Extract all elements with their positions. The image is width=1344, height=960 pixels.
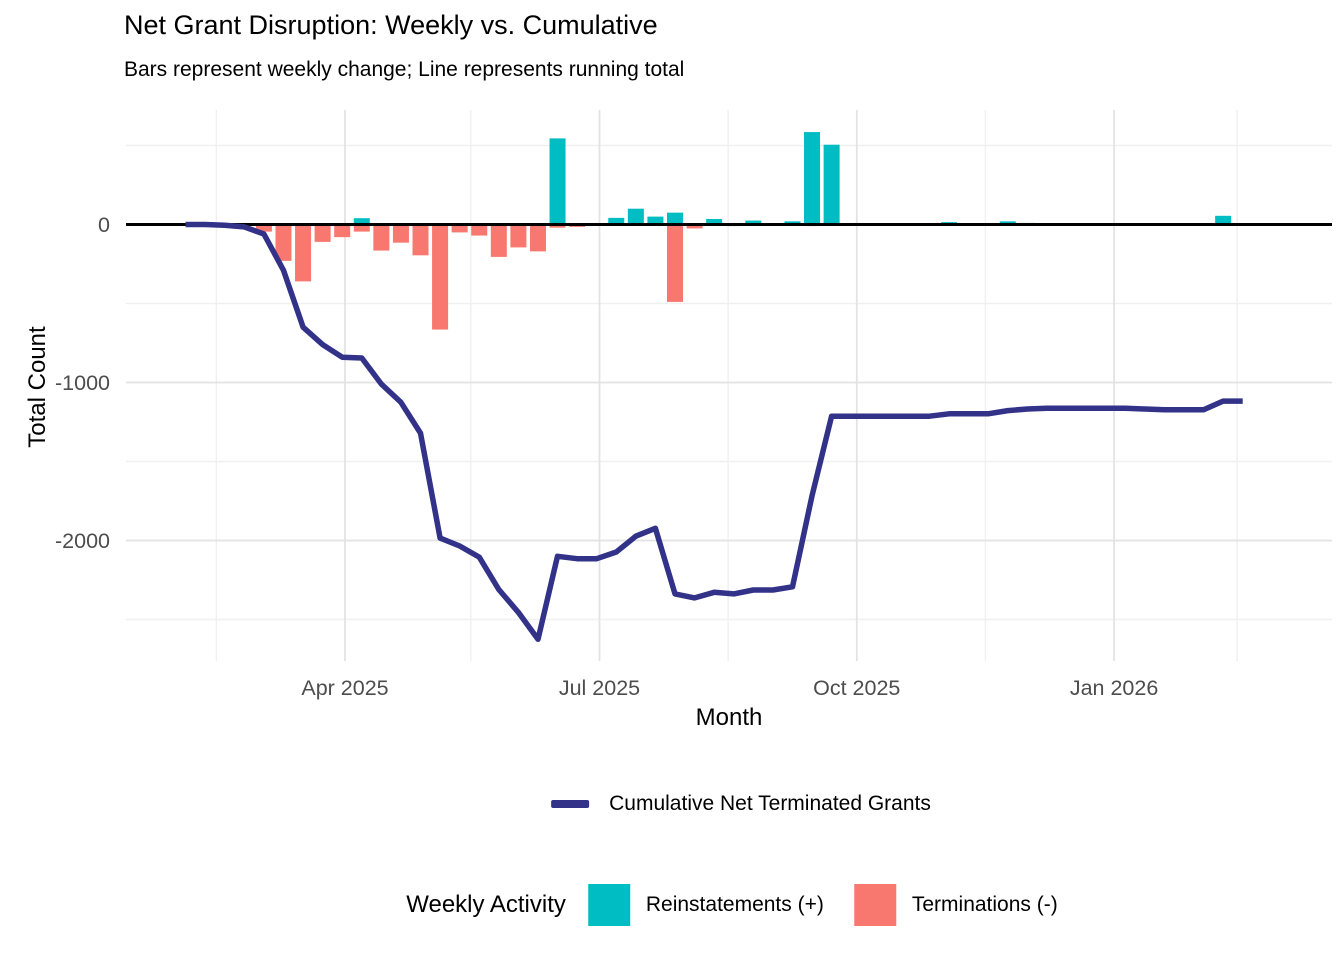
reinstatement-bar xyxy=(353,218,370,225)
line-legend: Cumulative Net Terminated Grants xyxy=(551,792,931,816)
termination-bar xyxy=(529,224,546,252)
reinstatement-bar xyxy=(666,212,683,225)
x-tick-label: Oct 2025 xyxy=(813,676,900,700)
termination-bar xyxy=(334,224,351,238)
reinstatement-bar xyxy=(549,138,566,225)
reinstatement-bar xyxy=(608,217,625,225)
termination-bar xyxy=(314,224,331,242)
weekly-legend-title: Weekly Activity xyxy=(406,891,566,918)
reinstatement-bar xyxy=(784,221,801,225)
termination-bar xyxy=(412,224,429,256)
chart-title: Net Grant Disruption: Weekly vs. Cumulat… xyxy=(124,10,658,40)
termination-bar xyxy=(275,224,292,261)
cumulative-line xyxy=(185,221,1243,643)
terminations-label: Terminations (-) xyxy=(911,893,1058,916)
termination-bar xyxy=(490,224,507,257)
reinstatement-bar xyxy=(745,220,762,225)
termination-bar xyxy=(471,224,488,236)
line-legend-label: Cumulative Net Terminated Grants xyxy=(609,792,931,815)
termination-bar xyxy=(295,224,312,282)
reinstatement-bar xyxy=(627,208,644,225)
y-axis-title: Total Count xyxy=(24,326,51,448)
terminations-swatch xyxy=(853,884,896,926)
plot-panel: 0 -1000 -2000 Apr 2025 Jul 2025 Oct 2025 Jan 2… xyxy=(55,110,1332,700)
x-tick-label: Jul 2025 xyxy=(559,676,640,700)
termination-bar xyxy=(510,224,527,248)
reinstatement-bar xyxy=(647,216,664,225)
weekly-activity-legend: Weekly Activity Reinstatements (+) Termi… xyxy=(406,884,1058,926)
y-tick-label: -2000 xyxy=(55,529,110,553)
termination-bar xyxy=(353,224,370,232)
y-tick-label: -1000 xyxy=(55,371,110,395)
termination-bar xyxy=(432,224,449,330)
reinstatement-bar xyxy=(823,144,840,225)
termination-bar xyxy=(373,224,390,251)
termination-bar xyxy=(255,224,272,232)
x-tick-label: Jan 2026 xyxy=(1070,676,1159,700)
cumulative-line-swatch xyxy=(551,800,590,808)
x-axis-title: Month xyxy=(695,704,763,731)
chart-subtitle: Bars represent weekly change; Line repre… xyxy=(124,58,685,81)
termination-bar xyxy=(549,224,566,228)
termination-bar xyxy=(392,224,409,243)
termination-bar xyxy=(666,224,683,302)
reinstatement-bar xyxy=(1215,215,1232,225)
reinstatement-bar xyxy=(804,132,821,225)
termination-bar xyxy=(451,224,468,233)
termination-bar xyxy=(686,224,703,229)
y-tick-label: 0 xyxy=(98,213,110,237)
reinstatements-label: Reinstatements (+) xyxy=(645,893,824,916)
reinstatements-swatch xyxy=(587,884,630,926)
reinstatement-bar xyxy=(706,218,723,225)
x-tick-label: Apr 2025 xyxy=(301,676,388,700)
reinstatement-bar xyxy=(999,221,1016,225)
